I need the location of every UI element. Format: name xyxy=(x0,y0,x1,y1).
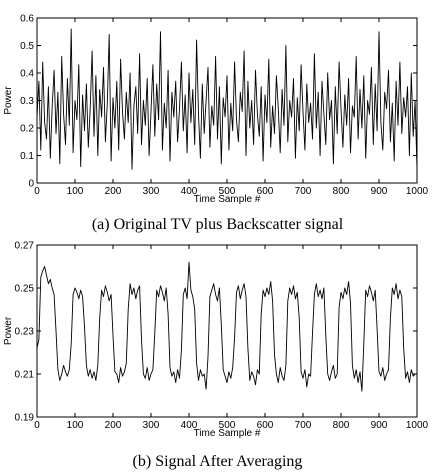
chart-a-y-tick-label: 0 xyxy=(28,179,34,190)
chart-a-x-tick-label: 800 xyxy=(333,186,350,197)
caption-b: (b) Signal After Averaging xyxy=(132,453,303,470)
chart-a-x-tick-label: 1000 xyxy=(406,186,429,197)
chart-a-x-tick-label: 300 xyxy=(143,186,160,197)
chart-b-x-tick-label: 400 xyxy=(181,420,198,431)
chart-b-y-axis-label: Power xyxy=(3,316,14,345)
caption-a: (a) Original TV plus Backscatter signal xyxy=(91,216,344,233)
chart-a-y-tick-label: 0.4 xyxy=(20,69,34,80)
chart-a-y-tick-label: 0.2 xyxy=(20,124,34,135)
chart-a: 0 100 200 300 400 500 600 700 800 900 1000 0 0.1 0.2 0… xyxy=(3,14,429,206)
chart-b-y-tick-label: 0.23 xyxy=(15,327,35,338)
chart-b-x-tick-label: 0 xyxy=(34,420,40,431)
chart-b-x-tick-label: 600 xyxy=(257,420,274,431)
chart-b-y-tick-label: 0.25 xyxy=(15,284,35,295)
chart-b-x-axis-label: Time Sample # xyxy=(194,428,261,439)
chart-b-y-tick-label: 0.27 xyxy=(15,241,35,252)
chart-a-x-tick-label: 600 xyxy=(257,186,274,197)
chart-b-x-tick-label: 800 xyxy=(333,420,350,431)
chart-a-x-axis-label: Time Sample # xyxy=(194,194,261,205)
chart-a-x-tick-label: 100 xyxy=(67,186,84,197)
chart-a-x-tick-label: 400 xyxy=(181,186,198,197)
chart-a-y-axis-label: Power xyxy=(3,86,14,115)
chart-b-x-tick-label: 200 xyxy=(105,420,122,431)
chart-b-plot-frame xyxy=(36,244,418,418)
chart-a-x-tick-label: 0 xyxy=(34,186,40,197)
chart-a-y-tick-label: 0.3 xyxy=(20,96,34,107)
chart-b-x-tick-label: 1000 xyxy=(406,420,429,431)
chart-b: 0 100 200 300 400 500 600 700 800 900 1000 0.19 0.21… xyxy=(3,241,429,440)
chart-b-x-tick-label: 100 xyxy=(67,420,84,431)
chart-b-y-tick-label: 0.21 xyxy=(15,370,35,381)
chart-b-x-tick-label: 300 xyxy=(143,420,160,431)
chart-b-y-tick-label: 0.19 xyxy=(15,413,35,424)
chart-b-series-line xyxy=(36,261,416,392)
chart-b-x-tick-label: 500 xyxy=(219,420,236,431)
chart-a-x-tick-label: 200 xyxy=(105,186,122,197)
chart-b-x-tick-label: 700 xyxy=(295,420,312,431)
chart-a-series-line xyxy=(36,28,418,170)
chart-a-x-tick-label: 900 xyxy=(371,186,388,197)
chart-a-x-tick-label: 500 xyxy=(219,186,236,197)
chart-a-y-tick-label: 0.6 xyxy=(20,14,34,25)
chart-a-x-tick-label: 700 xyxy=(295,186,312,197)
chart-a-y-tick-label: 0.5 xyxy=(20,41,34,52)
chart-a-y-tick-label: 0.1 xyxy=(20,151,34,162)
chart-b-x-tick-label: 900 xyxy=(371,420,388,431)
